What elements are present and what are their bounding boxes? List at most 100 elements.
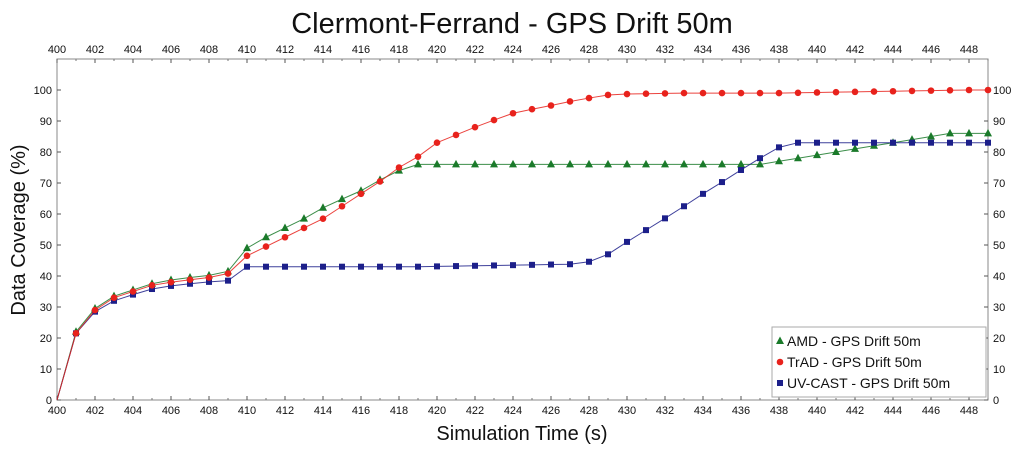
series-1-point (186, 276, 194, 284)
x-tick-label-top: 440 (808, 44, 826, 56)
series-2-point (548, 261, 554, 268)
series-2-point (605, 251, 611, 258)
x-tick-label-top: 434 (694, 44, 712, 56)
series-1-point (566, 98, 574, 105)
series-1-point (832, 88, 840, 96)
series-0-point (965, 128, 973, 137)
series-1-point (984, 86, 992, 94)
series-0-line (56, 132, 988, 401)
series-1-point (243, 252, 251, 260)
x-tick-label-top: 404 (124, 44, 142, 56)
series-2-point (396, 263, 402, 270)
series-2-point (719, 179, 725, 186)
series-1-point (965, 86, 973, 94)
series-0-point (737, 159, 745, 168)
y-tick-label-left: 90 (40, 116, 52, 128)
series-2-line (56, 142, 988, 401)
y-tick-label-left: 60 (40, 209, 52, 221)
series-2-point (434, 263, 440, 270)
series-0-point (319, 203, 327, 211)
series-0-point (984, 128, 992, 137)
x-tick-label-bottom: 438 (770, 405, 788, 417)
series-0-point (547, 159, 555, 168)
series-1-point (661, 90, 669, 97)
legend-marker-2 (777, 380, 783, 386)
x-tick-label-top: 430 (618, 44, 636, 56)
series-1-point (357, 190, 365, 198)
series-0-point (433, 159, 441, 168)
series-1-point (72, 330, 80, 337)
series-1-point (148, 282, 156, 289)
legend: AMD - GPS Drift 50m TrAD - GPS Drift 50m U… (771, 326, 987, 398)
series-1-point (167, 278, 175, 286)
series-1-point (262, 243, 270, 250)
x-tick-label-top: 438 (770, 44, 788, 56)
x-tick-label-bottom: 432 (656, 405, 674, 417)
series-1-point (414, 153, 422, 160)
series-1-point (395, 164, 403, 171)
x-tick-label-top: 400 (48, 44, 66, 56)
x-tick-label-top: 420 (428, 44, 446, 56)
series-2-point (662, 215, 668, 222)
series-0-point (813, 150, 821, 159)
x-tick-label-top: 442 (846, 44, 864, 56)
series-0-point (623, 159, 631, 168)
x-tick-label-top: 418 (390, 44, 408, 56)
x-tick-label-top: 446 (922, 44, 940, 56)
series-0-point (794, 153, 802, 162)
series-1-point (680, 89, 688, 97)
x-tick-label-top: 432 (656, 44, 674, 56)
y-tick-label-right: 70 (993, 178, 1005, 190)
legend-marker-1 (776, 358, 784, 366)
series-2-point (681, 203, 687, 210)
legend-label-1: TrAD - GPS Drift 50m (787, 354, 922, 370)
series-1-point (623, 90, 631, 98)
series-1-point (889, 87, 897, 95)
series-2-point (795, 139, 801, 146)
y-tick-label-left: 30 (40, 302, 52, 314)
series-2-point (624, 238, 630, 245)
x-tick-label-top: 402 (86, 44, 104, 56)
series-0-point (566, 159, 574, 168)
x-tick-label-bottom: 448 (960, 405, 978, 417)
series-1-point (490, 116, 498, 124)
series-2-point (320, 263, 326, 270)
y-tick-label-right: 60 (993, 209, 1005, 221)
x-tick-label-top: 412 (276, 44, 294, 56)
x-tick-label-bottom: 400 (48, 405, 66, 417)
series-1-point (110, 294, 118, 302)
x-tick-label-bottom: 422 (466, 405, 484, 417)
x-tick-label-top: 444 (884, 44, 902, 56)
series-2-point (187, 280, 193, 287)
x-tick-label-bottom: 406 (162, 405, 180, 417)
y-tick-label-right: 0 (993, 395, 999, 407)
series-2-point (510, 262, 516, 269)
series-0-point (718, 159, 726, 168)
series-2-point (947, 139, 953, 146)
x-tick-label-bottom: 428 (580, 405, 598, 417)
y-tick-label-left: 80 (40, 147, 52, 159)
x-tick-label-bottom: 430 (618, 405, 636, 417)
x-tick-label-bottom: 402 (86, 405, 104, 417)
series-1-point (528, 105, 536, 113)
series-2-point (358, 263, 364, 270)
series-1-point (794, 89, 802, 97)
series-1-group (56, 86, 992, 401)
x-tick-label-bottom: 416 (352, 405, 370, 417)
series-0-point (604, 159, 612, 168)
y-tick-label-right: 100 (993, 85, 1011, 97)
series-2-point (301, 263, 307, 270)
x-tick-label-bottom: 420 (428, 405, 446, 417)
series-2-point (377, 263, 383, 270)
series-1-point (908, 87, 916, 95)
x-tick-label-bottom: 434 (694, 405, 712, 417)
axis-ticks: 4004004024024044044064064084084104104124… (34, 44, 1012, 417)
series-0-point (851, 144, 859, 152)
series-0-point (585, 159, 593, 168)
series-2-point (738, 166, 744, 173)
series-0-point (680, 159, 688, 168)
x-tick-label-bottom: 426 (542, 405, 560, 417)
x-tick-label-bottom: 440 (808, 405, 826, 417)
y-tick-label-right: 80 (993, 147, 1005, 159)
